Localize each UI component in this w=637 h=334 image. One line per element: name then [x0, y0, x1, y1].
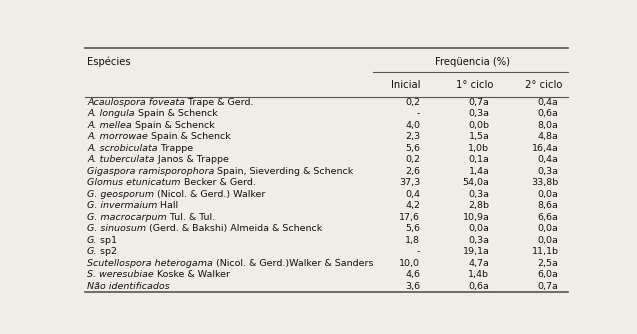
Text: 0,3a: 0,3a — [468, 236, 489, 245]
Text: 4,2: 4,2 — [405, 201, 420, 210]
Text: 0,0b: 0,0b — [468, 121, 489, 130]
Text: Glomus etunicatum: Glomus etunicatum — [87, 178, 180, 187]
Text: 8,6a: 8,6a — [538, 201, 559, 210]
Text: 0,6a: 0,6a — [538, 110, 559, 119]
Text: 4,6: 4,6 — [405, 270, 420, 279]
Text: 3,6: 3,6 — [405, 282, 420, 291]
Text: Acaulospora foveata: Acaulospora foveata — [87, 98, 185, 107]
Text: 4,7a: 4,7a — [468, 259, 489, 268]
Text: 0,3a: 0,3a — [468, 190, 489, 199]
Text: S. weresubiae: S. weresubiae — [87, 270, 154, 279]
Text: 1,4a: 1,4a — [468, 167, 489, 176]
Text: Gigaspora ramisporophora: Gigaspora ramisporophora — [87, 167, 215, 176]
Text: 0,3a: 0,3a — [468, 110, 489, 119]
Text: 10,0: 10,0 — [399, 259, 420, 268]
Text: 0,4a: 0,4a — [538, 98, 559, 107]
Text: 5,6: 5,6 — [405, 144, 420, 153]
Text: -: - — [417, 247, 420, 257]
Text: Janos & Trappe: Janos & Trappe — [155, 155, 229, 164]
Text: Becker & Gerd.: Becker & Gerd. — [180, 178, 255, 187]
Text: Hall: Hall — [157, 201, 178, 210]
Text: 0,0a: 0,0a — [538, 190, 559, 199]
Text: Spain & Schenck: Spain & Schenck — [134, 110, 217, 119]
Text: G. sinuosum: G. sinuosum — [87, 224, 146, 233]
Text: 0,2: 0,2 — [405, 155, 420, 164]
Text: 0,7a: 0,7a — [468, 98, 489, 107]
Text: 8,0a: 8,0a — [538, 121, 559, 130]
Text: Spain & Schenck: Spain & Schenck — [148, 132, 231, 141]
Text: 2,5a: 2,5a — [538, 259, 559, 268]
Text: 0,0a: 0,0a — [538, 236, 559, 245]
Text: G. macrocarpum: G. macrocarpum — [87, 213, 167, 222]
Text: 1° ciclo: 1° ciclo — [456, 80, 493, 90]
Text: Tul. & Tul.: Tul. & Tul. — [167, 213, 215, 222]
Text: 0,7a: 0,7a — [538, 282, 559, 291]
Text: 2,6: 2,6 — [405, 167, 420, 176]
Text: 0,6a: 0,6a — [468, 282, 489, 291]
Text: 1,8: 1,8 — [405, 236, 420, 245]
Text: 37,3: 37,3 — [399, 178, 420, 187]
Text: A. longula: A. longula — [87, 110, 134, 119]
Text: (Gerd. & Bakshi) Almeida & Schenck: (Gerd. & Bakshi) Almeida & Schenck — [146, 224, 322, 233]
Text: 10,9a: 10,9a — [462, 213, 489, 222]
Text: A. tuberculata: A. tuberculata — [87, 155, 155, 164]
Text: 2,3: 2,3 — [405, 132, 420, 141]
Text: Spain & Schenck: Spain & Schenck — [132, 121, 215, 130]
Text: G.: G. — [87, 247, 97, 257]
Text: A. scrobiculata: A. scrobiculata — [87, 144, 157, 153]
Text: 4,8a: 4,8a — [538, 132, 559, 141]
Text: Trape & Gerd.: Trape & Gerd. — [185, 98, 254, 107]
Text: G. geosporum: G. geosporum — [87, 190, 154, 199]
Text: Trappe: Trappe — [157, 144, 193, 153]
Text: Inicial: Inicial — [390, 80, 420, 90]
Text: G.: G. — [87, 236, 97, 245]
Text: Koske & Walker: Koske & Walker — [154, 270, 230, 279]
Text: 1,5a: 1,5a — [468, 132, 489, 141]
Text: 2° ciclo: 2° ciclo — [525, 80, 562, 90]
Text: sp2: sp2 — [97, 247, 117, 257]
Text: 11,1b: 11,1b — [531, 247, 559, 257]
Text: Spain, Sieverding & Schenck: Spain, Sieverding & Schenck — [215, 167, 354, 176]
Text: (Nicol. & Gerd.)Walker & Sanders: (Nicol. & Gerd.)Walker & Sanders — [213, 259, 373, 268]
Text: -: - — [417, 110, 420, 119]
Text: 0,2: 0,2 — [405, 98, 420, 107]
Text: 33,8b: 33,8b — [531, 178, 559, 187]
Text: 2,8b: 2,8b — [468, 201, 489, 210]
Text: Espécies: Espécies — [87, 57, 131, 67]
Text: 1,0b: 1,0b — [468, 144, 489, 153]
Text: 19,1a: 19,1a — [462, 247, 489, 257]
Text: 0,3a: 0,3a — [538, 167, 559, 176]
Text: Scutellospora heterogama: Scutellospora heterogama — [87, 259, 213, 268]
Text: A. mellea: A. mellea — [87, 121, 132, 130]
Text: sp1: sp1 — [97, 236, 117, 245]
Text: 1,4b: 1,4b — [468, 270, 489, 279]
Text: A. morrowae: A. morrowae — [87, 132, 148, 141]
Text: 16,4a: 16,4a — [532, 144, 559, 153]
Text: 0,4a: 0,4a — [538, 155, 559, 164]
Text: Freqüencia (%): Freqüencia (%) — [434, 57, 510, 67]
Text: 6,6a: 6,6a — [538, 213, 559, 222]
Text: 4,0: 4,0 — [405, 121, 420, 130]
Text: 0,0a: 0,0a — [538, 224, 559, 233]
Text: G. invermaium: G. invermaium — [87, 201, 157, 210]
Text: (Nicol. & Gerd.) Walker: (Nicol. & Gerd.) Walker — [154, 190, 266, 199]
Text: 5,6: 5,6 — [405, 224, 420, 233]
Text: 0,4: 0,4 — [405, 190, 420, 199]
Text: 0,1a: 0,1a — [468, 155, 489, 164]
Text: Não identificados: Não identificados — [87, 282, 170, 291]
Text: 6,0a: 6,0a — [538, 270, 559, 279]
Text: 0,0a: 0,0a — [468, 224, 489, 233]
Text: 17,6: 17,6 — [399, 213, 420, 222]
Text: 54,0a: 54,0a — [462, 178, 489, 187]
